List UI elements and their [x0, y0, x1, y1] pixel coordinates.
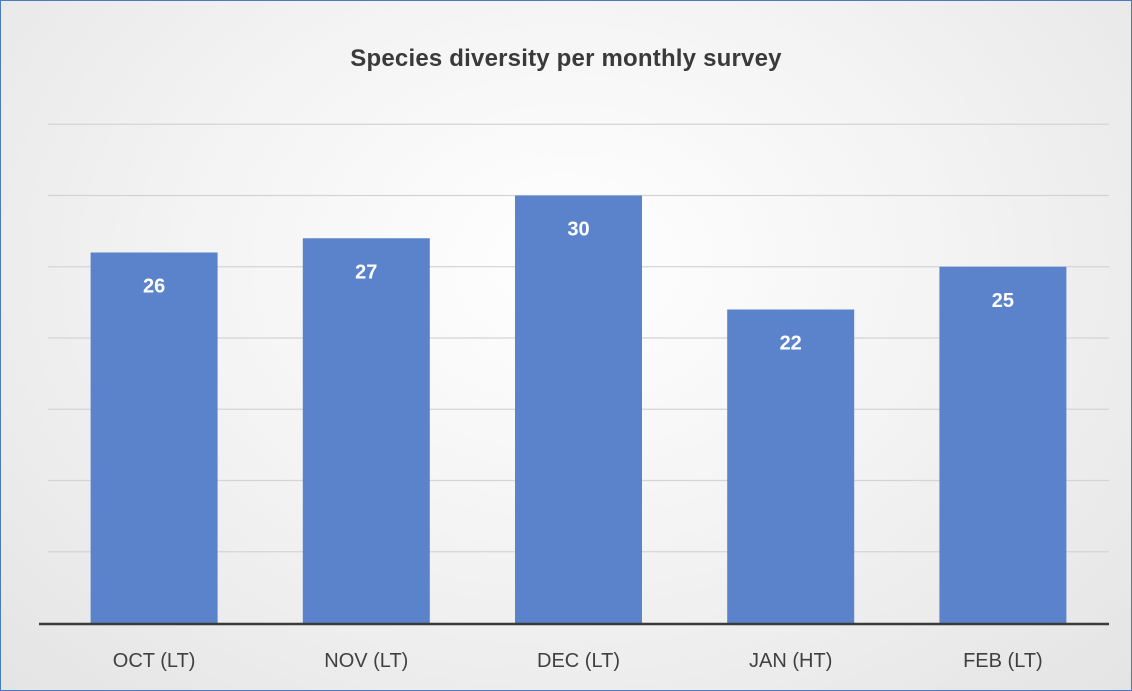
data-labels: 26 27 30 22 25 [143, 219, 1014, 355]
x-tick-labels: OCT (LT) NOV (LT) DEC (LT) JAN (HT) FEB (LT) [113, 650, 1043, 672]
data-label-0: 26 [143, 276, 165, 298]
bars [90, 195, 1067, 623]
bar-0 [90, 252, 218, 623]
x-tick-label-0: OCT (LT) [113, 650, 196, 672]
x-tick-label-1: NOV (LT) [324, 650, 408, 672]
bar-3 [727, 309, 855, 623]
data-label-4: 25 [992, 290, 1014, 312]
data-label-3: 22 [780, 333, 802, 355]
x-tick-label-4: FEB (LT) [963, 650, 1043, 672]
data-label-1: 27 [355, 261, 377, 283]
chart-title: Species diversity per monthly survey [350, 45, 782, 72]
bar-1 [302, 238, 430, 623]
bar-2 [515, 195, 642, 623]
x-tick-label-3: JAN (HT) [749, 650, 832, 672]
bar-4 [939, 266, 1067, 623]
data-label-2: 30 [567, 219, 589, 241]
x-tick-label-2: DEC (LT) [537, 650, 620, 672]
